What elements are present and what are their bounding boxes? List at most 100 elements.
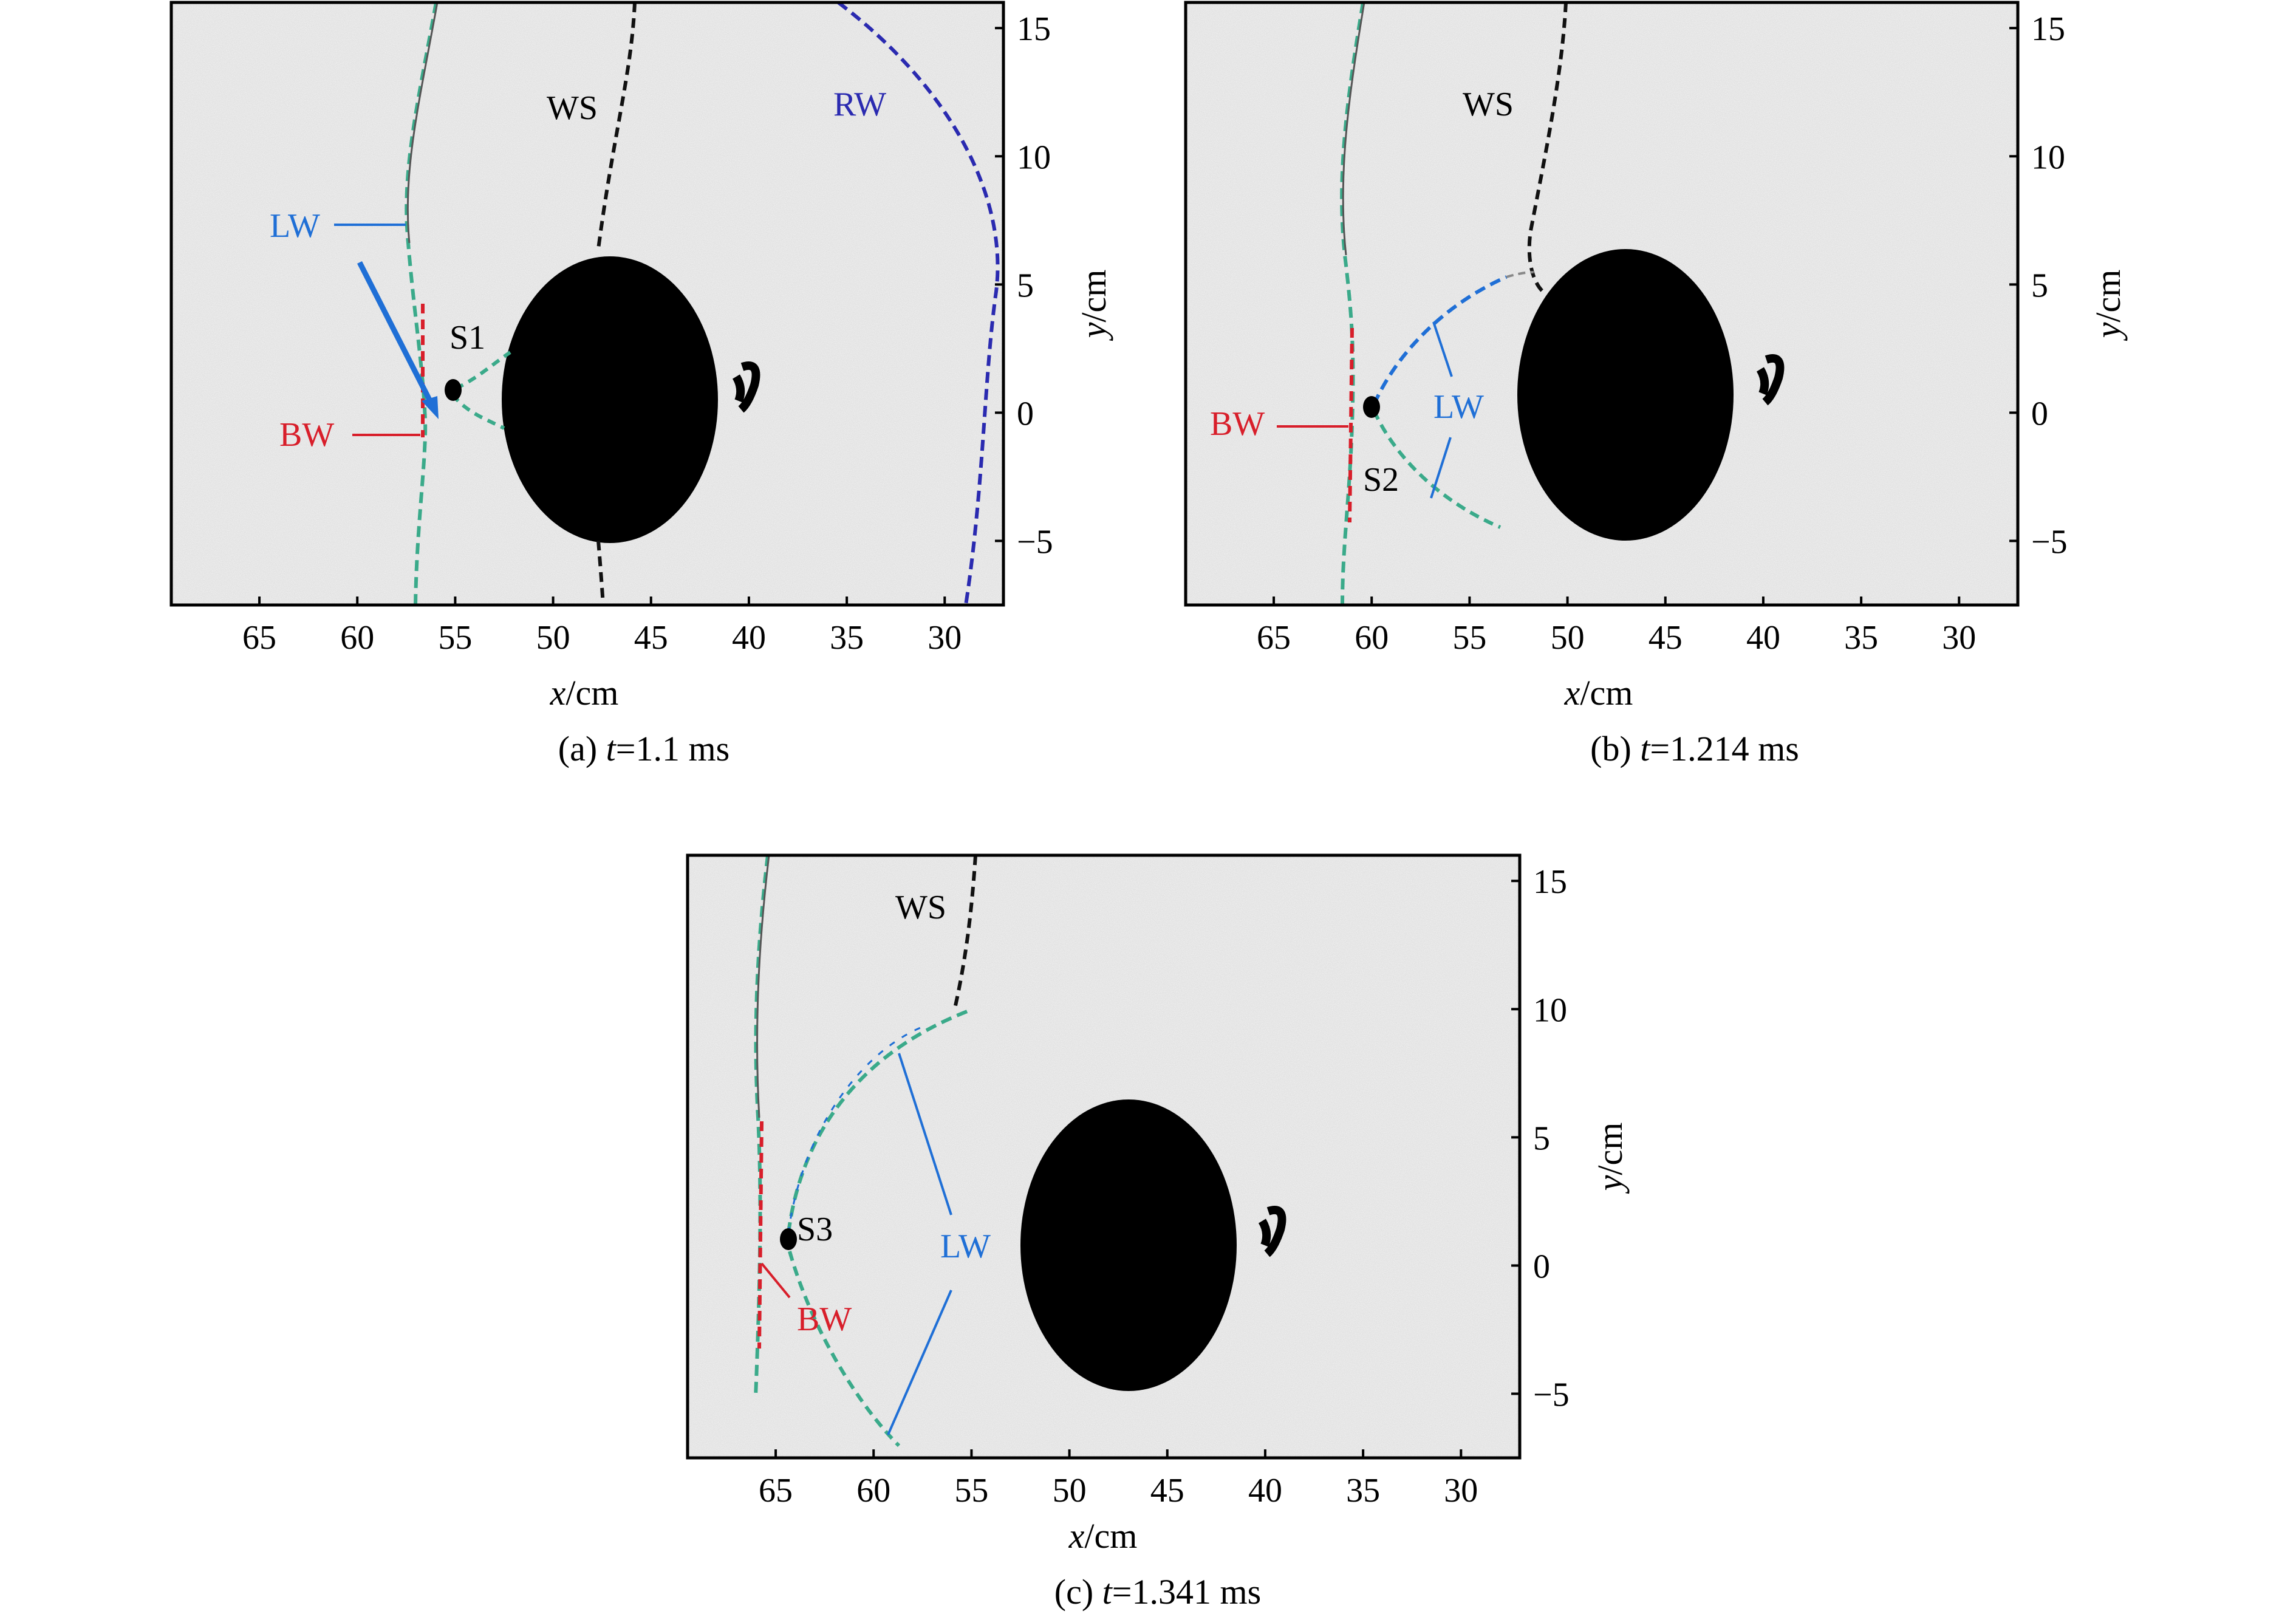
panel-a-lw-label: LW [270, 207, 320, 245]
panel-a-xtick-label: 65 [242, 619, 276, 657]
panel-b-lw-front [1340, 2, 1365, 605]
panel-a-xtick-label: 30 [928, 619, 962, 657]
panel-b-xtick-label: 60 [1355, 619, 1389, 657]
panel-a-ylabel: y/cm [1074, 270, 1113, 341]
panel-b-s-label: S2 [1363, 461, 1399, 499]
panel-a-xlabel: x/cm [550, 673, 619, 713]
panel-b-xlabel: x/cm [1564, 673, 1633, 713]
panel-a-caption: (a) t=1.1 ms [558, 729, 729, 768]
panel-c-xticks: 65 60 55 50 45 40 35 30 [759, 1449, 1478, 1509]
panel-c-lw-upper [787, 1008, 973, 1234]
panel-c-xtick-label: 60 [856, 1472, 890, 1509]
panel-b-ytick-label: 10 [2031, 138, 2065, 176]
panel-c-xlabel: x/cm [1068, 1516, 1138, 1556]
panel-a-lw-front [405, 2, 438, 605]
panel-a: WS RW LW BW S1 65 60 55 50 45 40 35 30 151050−5… [169, 1, 1113, 768]
panel-c-wake-mark [1258, 1206, 1286, 1257]
panel-c-bw-line [757, 1121, 764, 1349]
panel-a-wake-mark [732, 361, 760, 413]
panel-b-body [1517, 249, 1734, 541]
panel-a-bw-label: BW [279, 416, 334, 454]
panel-a-arrow [357, 261, 433, 403]
panel-b-ws-label: WS [1463, 86, 1514, 123]
panel-a-xtick-label: 35 [830, 619, 864, 657]
panel-b-xticks: 65 60 55 50 45 40 35 30 [1257, 597, 1976, 657]
panel-c-lw-leader-down [887, 1290, 952, 1435]
panel-a-xticks: 65 60 55 50 45 40 35 30 [242, 597, 962, 657]
panel-b-ytick-label: 15 [2031, 10, 2065, 48]
panel-c-xtick-label: 35 [1346, 1472, 1380, 1509]
panel-b-lw-front-shadow [1342, 2, 1365, 256]
panel-b-yticks: 15 10 5 0 −5 [2009, 10, 2068, 561]
panel-b-ylabel: y/cm [2088, 270, 2128, 341]
panel-a-ytick-label: 5 [1017, 267, 1034, 304]
panel-a-yticks: 15 10 5 0 −5 [995, 10, 1053, 561]
panel-a-ytick-label: 15 [1017, 10, 1051, 48]
panel-b-lw-upper-b [1506, 271, 1534, 278]
panel-b-lw-upper [1372, 275, 1508, 406]
panel-a-lw-upper [454, 350, 511, 391]
panel-c-ylabel: y/cm [1590, 1123, 1630, 1194]
panel-c-ytick-label: −5 [1533, 1376, 1570, 1414]
panel-a-xtick-label: 60 [340, 619, 374, 657]
panel-c-caption: (c) t=1.341 ms [1054, 1572, 1261, 1612]
panel-c-ws-label: WS [895, 889, 946, 926]
panel-b-caption: (b) t=1.214 ms [1590, 729, 1799, 768]
panel-c-ws-line [953, 855, 977, 1009]
panel-b-xtick-label: 40 [1746, 619, 1780, 657]
panel-c-ytick-label: 0 [1533, 1248, 1550, 1285]
panel-c-lw-front-shadow [756, 855, 770, 1118]
panel-c-lw-lower [788, 1251, 901, 1448]
panel-b-lw-lower [1372, 409, 1502, 529]
panel-c-bw-leader [760, 1262, 791, 1299]
panel-c-xtick-label: 30 [1444, 1472, 1478, 1509]
panel-c-body [1020, 1099, 1237, 1391]
panel-a-arrow-head [422, 396, 439, 419]
panel-a-ytick-label: 10 [1017, 138, 1051, 176]
panel-c-xtick-label: 65 [759, 1472, 793, 1509]
panel-a-xtick-label: 40 [732, 619, 766, 657]
panel-a-s-label: S1 [449, 319, 485, 357]
panel-a-xtick-label: 50 [536, 619, 570, 657]
panel-c-s-label: S3 [797, 1211, 833, 1248]
panel-b-xtick-label: 50 [1551, 619, 1585, 657]
panel-c-lw-label: LW [940, 1228, 991, 1265]
panel-b-xtick-label: 65 [1257, 619, 1291, 657]
panel-c-frame [686, 853, 1522, 1460]
panel-b-lw-leader-up [1432, 321, 1453, 377]
panel-b-ytick-label: 0 [2031, 395, 2048, 432]
panel-c-xtick-label: 45 [1150, 1472, 1184, 1509]
panel-b-lw-label: LW [1433, 388, 1484, 426]
panel-b-ytick-label: 5 [2031, 267, 2048, 304]
panel-c-s-point [780, 1228, 797, 1250]
panel-b-bw-line [1348, 327, 1354, 523]
panel-c-xtick-label: 40 [1248, 1472, 1282, 1509]
panel-a-s-point [445, 379, 462, 401]
panel-c-xtick-label: 50 [1053, 1472, 1087, 1509]
panel-a-ytick-label: 0 [1017, 395, 1034, 432]
panel-c-lw-leader-up [898, 1053, 952, 1215]
panel-b-bw-label: BW [1210, 405, 1265, 443]
panel-b-wake-mark [1756, 354, 1785, 406]
panel-b-ytick-label: −5 [2031, 523, 2068, 561]
panel-a-xtick-label: 45 [634, 619, 668, 657]
panel-c-ytick-label: 15 [1533, 863, 1567, 901]
panel-a-xtick-label: 55 [438, 619, 472, 657]
panel-b-xtick-label: 35 [1844, 619, 1878, 657]
panel-b-ws-line [1527, 2, 1568, 293]
panel-a-ws-label: WS [547, 89, 598, 127]
panel-a-ytick-label: −5 [1017, 523, 1053, 561]
panel-a-frame [169, 1, 1005, 607]
panel-c-yticks: 15 10 5 0 −5 [1511, 863, 1570, 1414]
panel-b-s-point [1363, 396, 1380, 418]
panel-a-ws-line [596, 2, 637, 605]
panel-b-xtick-label: 30 [1942, 619, 1976, 657]
panel-c-bw-label: BW [797, 1301, 852, 1338]
panel-b-frame [1184, 1, 2020, 607]
panel-b-xtick-label: 45 [1649, 619, 1683, 657]
panel-c-lw-front [754, 855, 770, 1398]
panel-c-ytick-label: 5 [1533, 1120, 1550, 1157]
panel-a-body [502, 256, 718, 543]
